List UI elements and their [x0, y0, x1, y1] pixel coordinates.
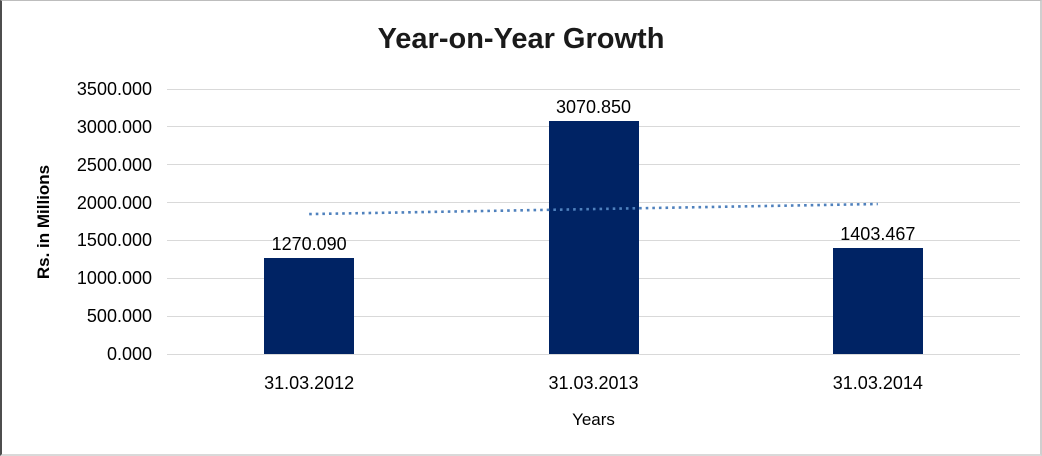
y-tick-label: 2000.000 [76, 192, 152, 213]
bar-31.03.2014 [832, 247, 923, 354]
y-axis-title: Rs. in Millions [34, 164, 53, 279]
x-tick-label: 31.03.2013 [548, 373, 639, 393]
y-tick-label: 3000.000 [76, 116, 152, 137]
y-tick-label: 0.000 [106, 344, 152, 364]
bar-value-label: 1270.090 [271, 233, 347, 254]
x-axis-title: Years [572, 410, 615, 429]
y-tick-label: 3500.000 [76, 79, 152, 99]
gridline [167, 88, 1020, 90]
x-tick-label: 31.03.2014 [832, 373, 923, 393]
y-tick-label: 1000.000 [76, 268, 152, 289]
y-tick-label: 2500.000 [76, 154, 152, 175]
bar-value-label: 1403.467 [840, 223, 916, 244]
bar-31.03.2013 [548, 121, 639, 354]
gridline [167, 353, 1020, 355]
y-tick-label: 500.000 [86, 306, 152, 327]
bar-31.03.2012 [264, 257, 355, 354]
chart-title: Year-on-Year Growth [377, 23, 665, 55]
bar-value-label: 3070.850 [555, 97, 632, 118]
x-tick-label: 31.03.2012 [264, 373, 355, 393]
y-tick-label: 1500.000 [76, 230, 152, 251]
